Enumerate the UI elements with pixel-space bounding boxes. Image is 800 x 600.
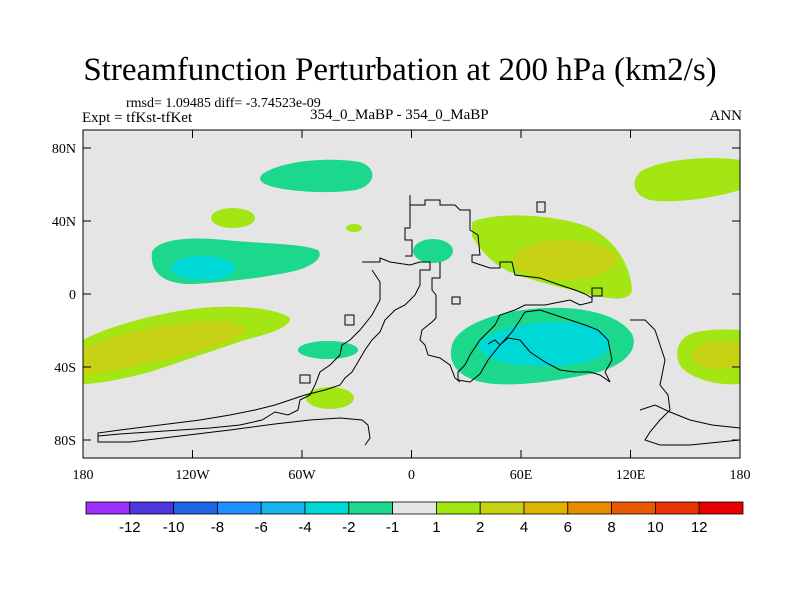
colorbar-label: 2 bbox=[476, 519, 484, 536]
contour-north-pacific-high bbox=[260, 159, 373, 193]
coastline-africa-west bbox=[419, 262, 461, 383]
lat-axis bbox=[83, 147, 740, 441]
contour-mediterranean bbox=[413, 239, 453, 263]
lat-tick-label: 40S bbox=[54, 361, 76, 376]
colorbar-swatch bbox=[216, 501, 262, 515]
lon-tick-label: 180 bbox=[730, 468, 751, 483]
colorbar-swatch bbox=[435, 501, 481, 515]
lat-tick-label: 0 bbox=[69, 288, 76, 303]
lon-tick-label: 60W bbox=[288, 468, 316, 483]
colorbar-swatch bbox=[129, 501, 175, 515]
coastlines bbox=[97, 195, 741, 446]
colorbar-labels: -12 -10 -8 -6 -4 -2 -1 1 2 4 6 8 10 12 bbox=[119, 519, 708, 536]
colorbar-swatch bbox=[479, 501, 525, 515]
contour-small-green bbox=[211, 208, 255, 228]
colorbar-swatch bbox=[260, 501, 306, 515]
colorbar-swatch bbox=[173, 501, 218, 515]
contour-central-south-pacific bbox=[298, 341, 358, 359]
coastline-north-europe bbox=[404, 200, 413, 257]
colorbar-label: 8 bbox=[607, 519, 615, 536]
colorbar-label: 1 bbox=[432, 519, 440, 536]
island-1 bbox=[536, 201, 546, 213]
colorbar-label: -4 bbox=[298, 519, 311, 536]
contour-eurasia-core bbox=[513, 240, 617, 280]
lon-tick-label: 120E bbox=[616, 468, 646, 483]
colorbar-label: 12 bbox=[691, 519, 708, 536]
colorbar-swatch bbox=[655, 501, 700, 515]
coastline-eurasia-africa bbox=[409, 195, 613, 383]
colorbar-swatch bbox=[698, 501, 744, 515]
colorbar-label: -6 bbox=[255, 519, 268, 536]
contour-south-pacific-band-core bbox=[83, 320, 245, 376]
colorbar-swatch bbox=[85, 501, 131, 515]
map-background bbox=[83, 130, 740, 458]
case-label: 354_0_MaBP - 354_0_MaBP bbox=[310, 107, 489, 123]
coastline-americas bbox=[97, 257, 431, 446]
lon-tick-label: 60E bbox=[510, 468, 533, 483]
colorbar-label: -1 bbox=[386, 519, 399, 536]
lat-tick-labels: 80N 40N 0 40S 80S bbox=[52, 142, 76, 449]
season-label: ANN bbox=[709, 108, 743, 124]
colorbar-swatch bbox=[348, 501, 393, 515]
lon-tick-labels: 180 120W 60W 0 60E 120E 180 bbox=[73, 468, 751, 483]
colorbar-swatch bbox=[567, 501, 612, 515]
colorbar-label: 10 bbox=[647, 519, 664, 536]
colorbar-label: -10 bbox=[163, 519, 185, 536]
colorbar-label: -2 bbox=[342, 519, 355, 536]
colorbar-swatch bbox=[523, 501, 569, 515]
coastline-antarctic-east bbox=[639, 404, 741, 429]
contour-sw-pacific-core bbox=[692, 341, 740, 369]
colorbar-swatch bbox=[611, 501, 656, 515]
lon-tick-label: 180 bbox=[73, 468, 94, 483]
island-4 bbox=[299, 374, 311, 384]
island-2 bbox=[451, 296, 461, 305]
rmsd-diff-stats: rmsd= 1.09485 diff= -3.74523e-09 bbox=[126, 96, 321, 111]
lat-tick-label: 80S bbox=[54, 434, 76, 449]
experiment-label: Expt = tfKst-tfKet bbox=[82, 110, 193, 126]
contour-tiny-green bbox=[346, 224, 362, 232]
plot-title: Streamfunction Perturbation at 200 hPa (… bbox=[83, 52, 717, 88]
lon-axis bbox=[82, 130, 741, 458]
colorbar-swatch bbox=[304, 501, 350, 515]
colorbar bbox=[85, 501, 744, 515]
island-3 bbox=[344, 314, 355, 326]
colorbar-label: -8 bbox=[211, 519, 224, 536]
colorbar-label: -12 bbox=[119, 519, 141, 536]
contour-south-atlantic bbox=[306, 387, 354, 409]
lat-tick-label: 40N bbox=[52, 215, 76, 230]
lon-tick-label: 120W bbox=[175, 468, 210, 483]
colorbar-label: 4 bbox=[520, 519, 528, 536]
contour-north-pacific-core bbox=[171, 256, 235, 280]
coastline-australia bbox=[630, 319, 741, 446]
colorbar-swatch bbox=[392, 501, 437, 515]
lat-tick-label: 80N bbox=[52, 142, 76, 157]
contour-ne-pacific bbox=[634, 158, 740, 202]
coastline-south-america bbox=[97, 269, 381, 437]
colorbar-label: 6 bbox=[564, 519, 572, 536]
lon-tick-label: 0 bbox=[408, 468, 415, 483]
